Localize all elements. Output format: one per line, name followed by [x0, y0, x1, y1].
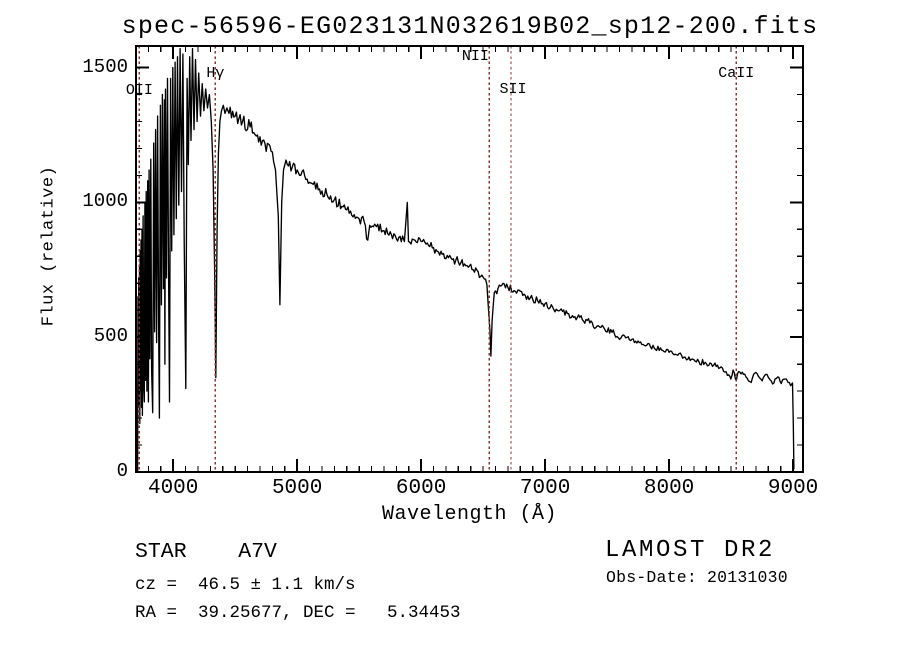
y-tick-label-1000: 1000: [82, 190, 128, 213]
spectral-line-label-SII: SII: [499, 81, 527, 98]
x-tick-label-6000: 6000: [395, 477, 447, 500]
x-tick-label-4000: 4000: [147, 477, 199, 500]
spectral-line-label-Hγ: Hγ: [206, 65, 225, 82]
x-tick-label-8000: 8000: [643, 477, 695, 500]
spectrum-trace: [136, 48, 795, 472]
plot-frame: [135, 45, 804, 473]
plot-title: spec-56596-EG023131N032619B02_sp12-200.f…: [121, 12, 819, 41]
y-tick-label-500: 500: [93, 325, 128, 348]
x-tick-label-5000: 5000: [271, 477, 323, 500]
x-tick-label-7000: 7000: [519, 477, 571, 500]
ra-dec-text: RA = 39.25677, DEC = 5.34453: [135, 603, 461, 623]
obs-date-text: Obs-Date: 20131030: [606, 568, 788, 587]
spectral-line-label-NII: NII: [461, 48, 489, 65]
object-class-text: STAR A7V: [135, 540, 277, 564]
y-tick-label-1500: 1500: [82, 55, 128, 78]
survey-release-text: LAMOST DR2: [605, 537, 776, 564]
x-tick-label-9000: 9000: [767, 477, 819, 500]
axes-layer: [135, 45, 804, 473]
spectral-line-markers: [138, 46, 737, 472]
cz-velocity-text: cz = 46.5 ± 1.1 km/s: [135, 575, 356, 595]
x-axis-label: Wavelength (Å): [381, 503, 558, 526]
spectrum-layer: [136, 48, 795, 472]
spectral-line-label-OII: OII: [125, 82, 153, 99]
spectral-line-label-CaII: CaII: [718, 65, 755, 82]
y-tick-label-0: 0: [116, 460, 128, 482]
